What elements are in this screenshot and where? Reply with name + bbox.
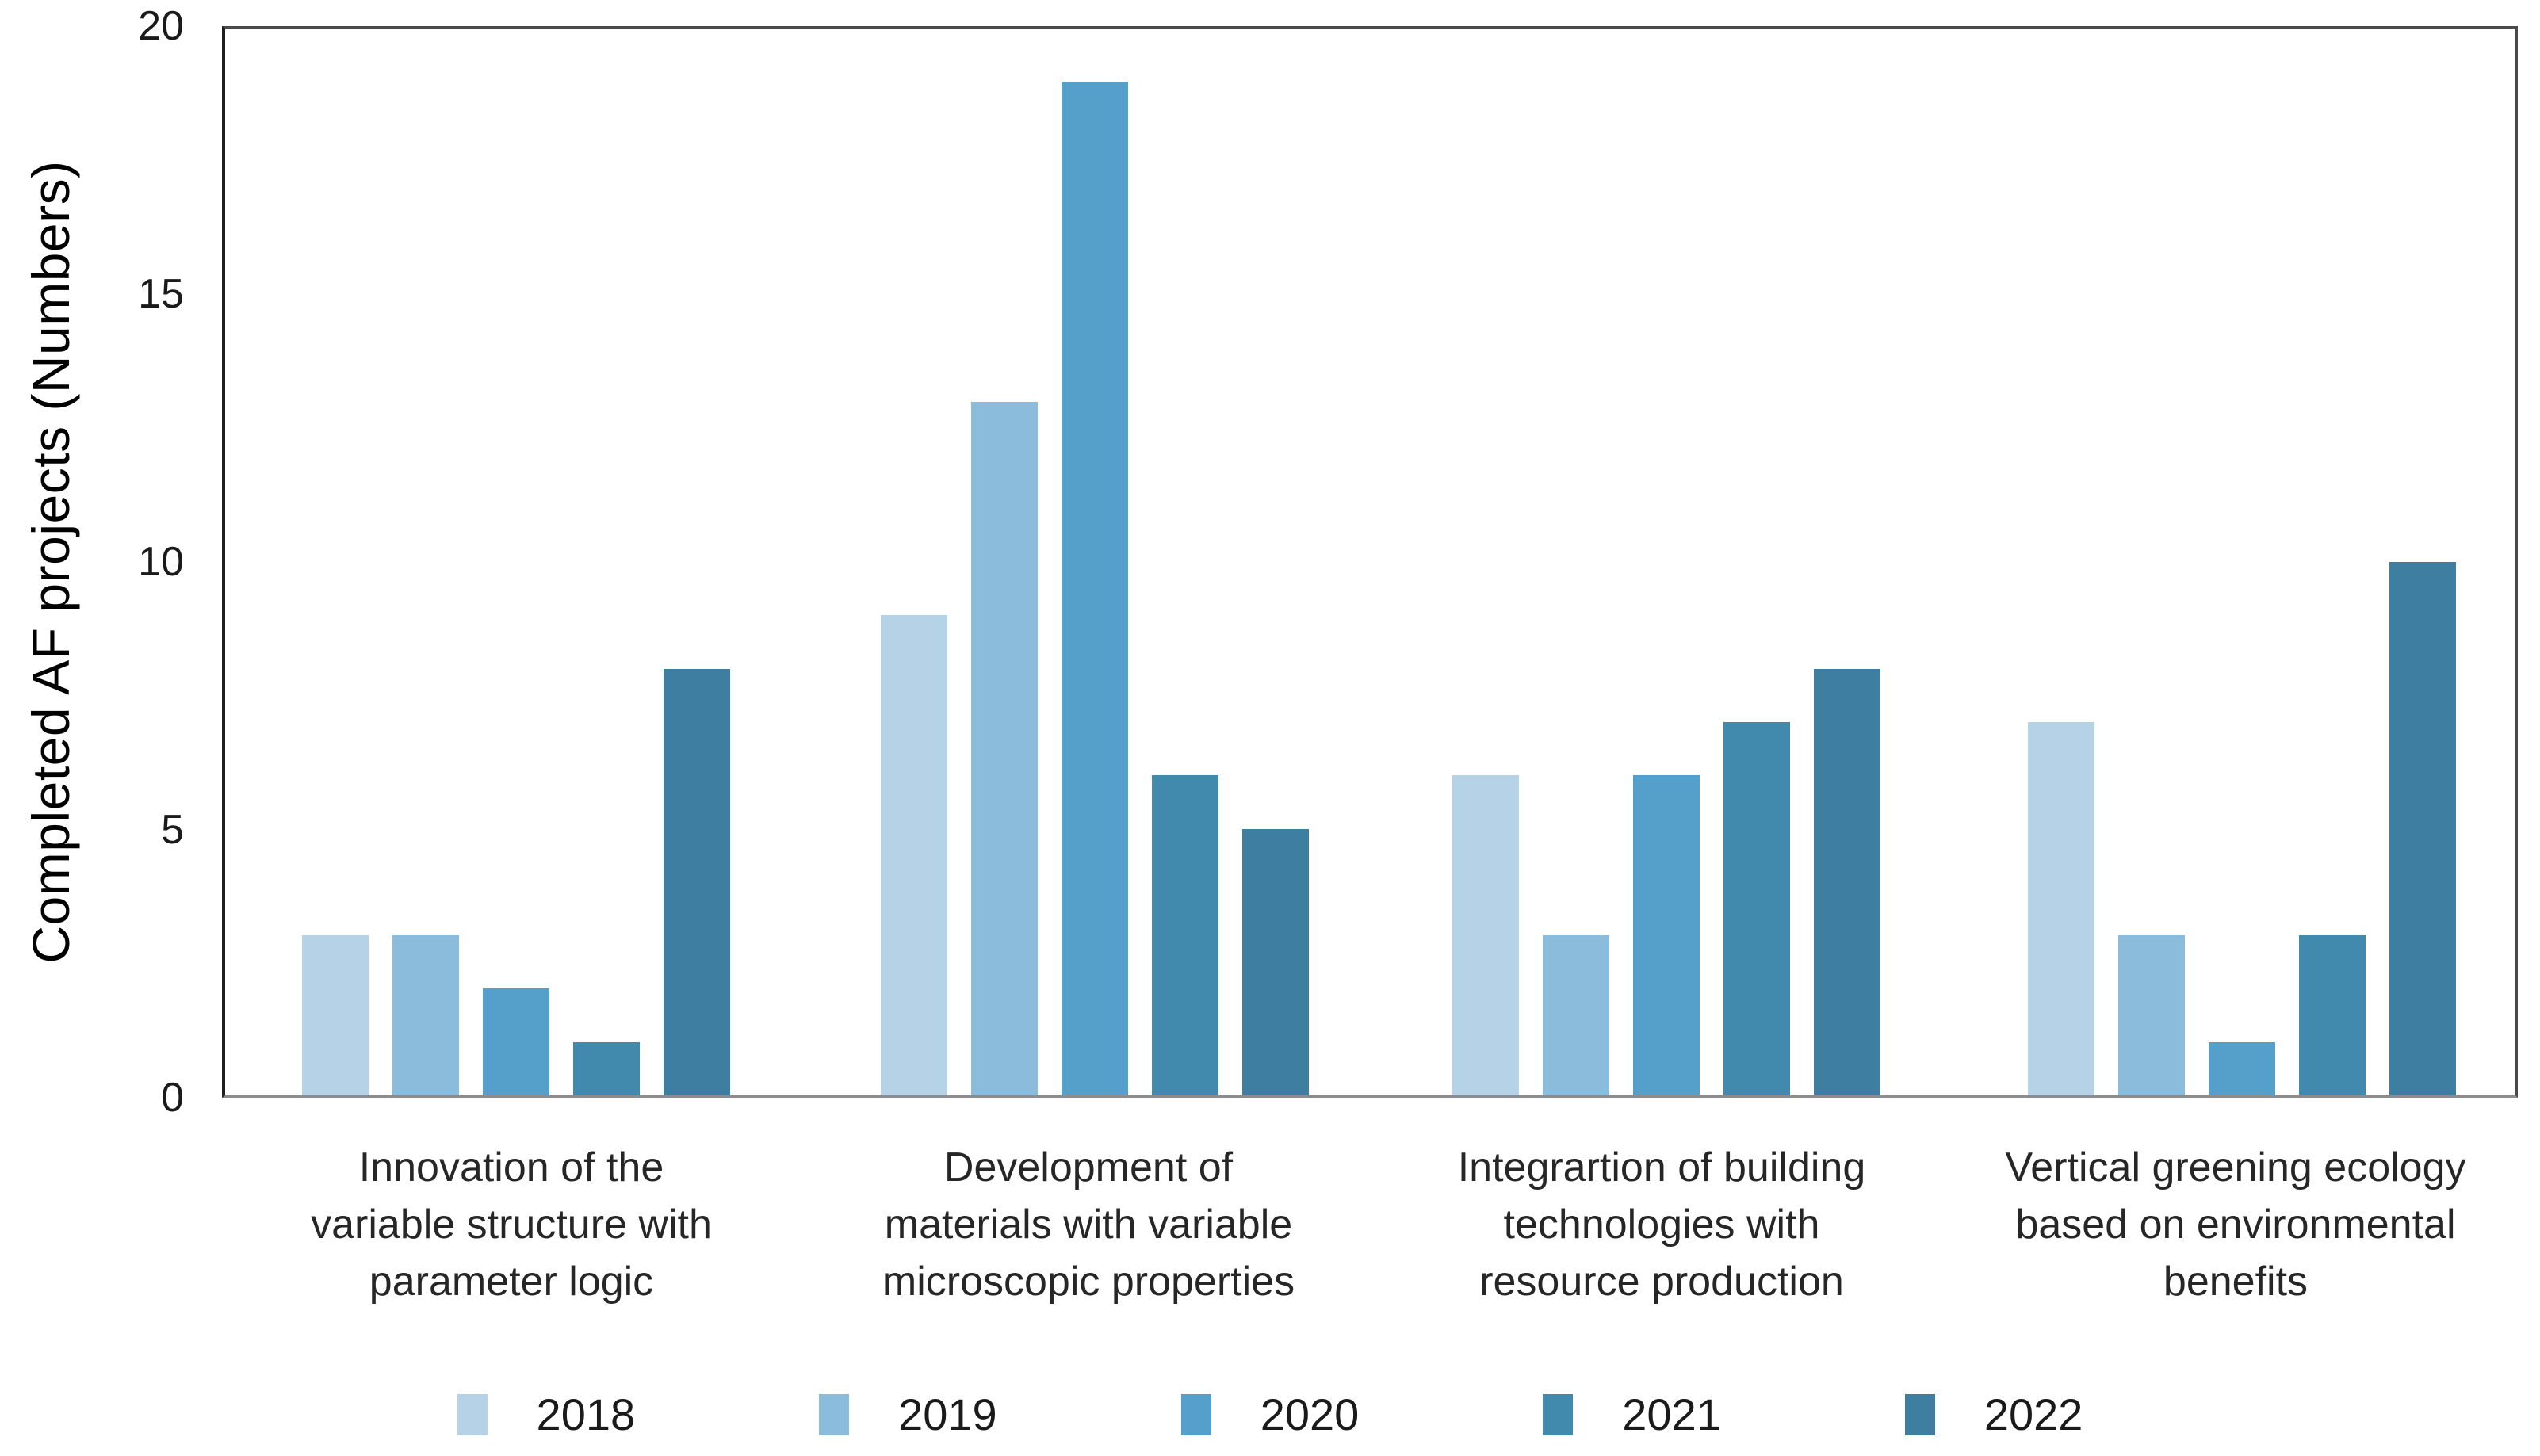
- legend-item: 2018: [457, 1389, 636, 1440]
- legend-label: 2019: [898, 1389, 997, 1439]
- bar-2019: [392, 935, 459, 1095]
- legend-item: 2020: [1180, 1389, 1360, 1440]
- legend-label: 2021: [1622, 1389, 1721, 1439]
- y-tick-label: 10: [138, 539, 184, 585]
- bar-2019: [971, 402, 1038, 1095]
- legend-item: 2019: [819, 1389, 997, 1440]
- bar-2020: [2209, 1041, 2275, 1095]
- bar-2018: [881, 615, 947, 1095]
- bar-2021: [2299, 935, 2366, 1095]
- x-category-label: Integrartion of building technologies wi…: [1457, 1145, 1866, 1305]
- y-tick-label: 5: [161, 807, 184, 853]
- bar-2018: [1452, 775, 1519, 1095]
- legend-item: 2021: [1543, 1389, 1721, 1440]
- y-tick-label: 15: [138, 271, 184, 317]
- bar-2019: [1543, 935, 1609, 1095]
- bar-2020: [483, 988, 549, 1095]
- bar-2021: [1152, 775, 1218, 1095]
- bar-group: [2028, 29, 2456, 1095]
- bar-2022: [2389, 562, 2456, 1095]
- bar-2022: [1242, 828, 1309, 1095]
- legend-swatch-2020: [1180, 1393, 1211, 1435]
- bar-2018: [302, 935, 369, 1095]
- bar-group: [881, 29, 1309, 1095]
- legend-swatch-2022: [1904, 1393, 1935, 1435]
- legend: 2018 2019 2020 2021 2022: [0, 1389, 2540, 1440]
- bar-2020: [1633, 775, 1700, 1095]
- bar-2018: [2028, 721, 2094, 1095]
- bar-group: [1452, 29, 1880, 1095]
- bar-2021: [573, 1041, 640, 1095]
- bar-2022: [1814, 668, 1880, 1095]
- y-tick-label: 20: [138, 3, 184, 49]
- x-category-label: Vertical greening ecology based on envir…: [2005, 1145, 2466, 1305]
- legend-label: 2018: [536, 1389, 636, 1439]
- x-category-label: Development of materials with variable m…: [882, 1145, 1295, 1305]
- plot-area: [222, 26, 2518, 1098]
- bar-group: [302, 29, 730, 1095]
- bar-2019: [2118, 935, 2185, 1095]
- x-category-label: Innovation of the variable structure wit…: [311, 1145, 712, 1305]
- legend-label: 2020: [1260, 1389, 1360, 1439]
- legend-swatch-2019: [819, 1393, 850, 1435]
- bar-2022: [664, 668, 730, 1095]
- legend-label: 2022: [1983, 1389, 2083, 1439]
- y-axis-title: Completed AF projects (Numbers): [21, 160, 80, 964]
- legend-swatch-2021: [1543, 1393, 1574, 1435]
- y-tick-label: 0: [161, 1075, 184, 1121]
- bar-2020: [1062, 82, 1128, 1095]
- legend-swatch-2018: [457, 1393, 488, 1435]
- legend-item: 2022: [1904, 1389, 2083, 1440]
- bar-2021: [1723, 721, 1790, 1095]
